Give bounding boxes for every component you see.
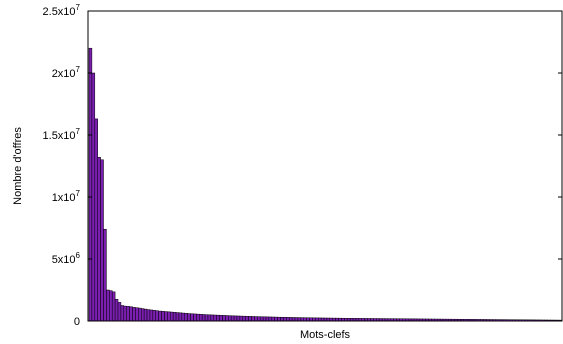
bar — [111, 291, 116, 322]
bar — [259, 316, 264, 322]
bar — [271, 316, 275, 322]
bar — [230, 315, 235, 322]
bar — [291, 317, 296, 322]
bar — [262, 316, 267, 322]
bar — [225, 315, 229, 322]
y-tick-label: 5x106 — [52, 251, 81, 266]
bar — [117, 302, 122, 322]
bar — [126, 306, 130, 322]
bar — [164, 311, 168, 322]
bar — [114, 299, 119, 322]
bar — [120, 305, 125, 322]
y-tick-label: 2x107 — [52, 65, 81, 80]
bar — [210, 314, 215, 322]
bar — [251, 316, 255, 322]
bar — [184, 313, 188, 322]
bar — [236, 315, 241, 322]
bar — [283, 317, 287, 322]
bar — [138, 307, 142, 322]
bar — [106, 289, 110, 322]
bar — [155, 310, 159, 322]
bar — [97, 157, 101, 322]
bar — [175, 312, 180, 322]
y-tick-label: 1.5x107 — [43, 127, 81, 142]
bar — [268, 316, 273, 322]
x-axis-label: Mots-clefs — [300, 329, 351, 341]
bar — [94, 118, 98, 322]
bar — [277, 316, 281, 322]
bar — [172, 312, 177, 322]
bar — [294, 317, 299, 322]
bar — [213, 314, 217, 322]
bar — [103, 228, 107, 322]
bar — [123, 305, 127, 322]
bar — [161, 311, 165, 322]
bar — [288, 317, 293, 322]
bar — [239, 315, 244, 322]
bar — [207, 314, 212, 322]
bar — [257, 316, 261, 322]
bar — [254, 316, 258, 322]
bar — [274, 316, 278, 322]
bar — [222, 315, 226, 322]
bar — [193, 313, 197, 322]
y-axis-label: Nombre d'offres — [12, 127, 24, 205]
bar — [146, 309, 151, 322]
bar — [167, 311, 171, 322]
bar — [91, 72, 96, 322]
bar — [190, 313, 194, 322]
bar — [178, 312, 183, 322]
bar — [109, 290, 113, 322]
bar — [170, 311, 174, 322]
bar — [245, 316, 249, 322]
bar — [219, 315, 223, 322]
y-axis-ticks: 0 5x106 1x107 1.5x107 2x107 2.5x107 — [43, 3, 562, 328]
bar — [228, 315, 232, 322]
bar — [132, 307, 136, 322]
bar — [88, 47, 93, 322]
bar — [181, 312, 186, 322]
bar — [140, 308, 145, 322]
bar — [196, 313, 200, 322]
bar — [129, 306, 133, 322]
bars-group — [88, 47, 563, 322]
y-tick-label: 0 — [74, 316, 80, 328]
y-tick-label: 2.5x107 — [43, 3, 81, 18]
bar — [135, 307, 139, 322]
bar — [152, 310, 156, 322]
bar — [248, 316, 252, 322]
bar — [100, 159, 104, 322]
bar — [265, 316, 270, 322]
bar — [199, 314, 203, 322]
bar — [300, 317, 304, 322]
bar — [201, 314, 206, 322]
bar — [286, 317, 290, 322]
bar — [233, 315, 238, 322]
bar — [280, 316, 284, 322]
bar — [158, 310, 162, 322]
bar — [216, 314, 220, 322]
y-tick-label: 1x107 — [52, 189, 81, 204]
bar — [187, 313, 191, 322]
bar — [204, 314, 209, 322]
bar — [242, 315, 246, 322]
bar — [149, 309, 154, 322]
bar — [297, 317, 302, 322]
bar — [143, 308, 148, 322]
plot-frame — [87, 10, 563, 322]
